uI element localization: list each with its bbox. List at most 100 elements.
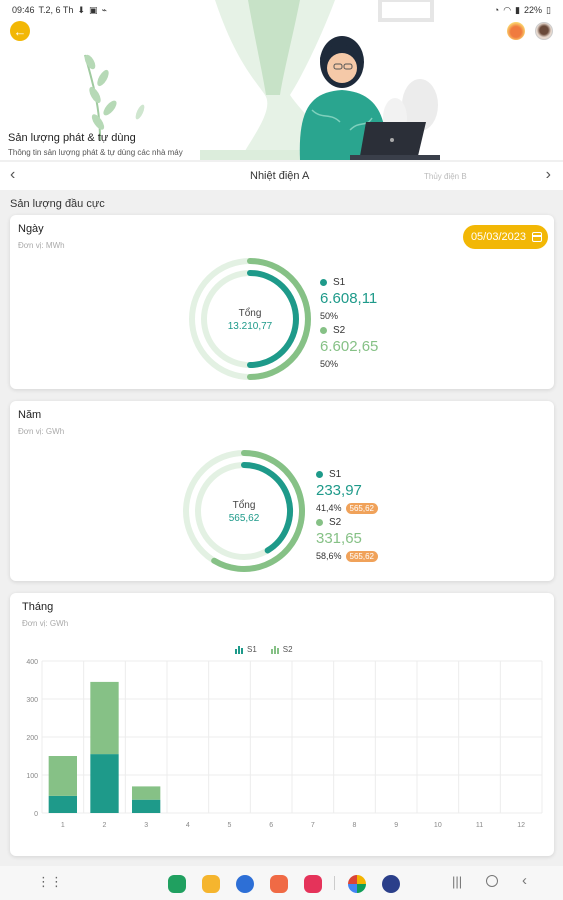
y-tick-label: 300: [26, 697, 38, 704]
s2-dot: [316, 518, 323, 526]
bar-s2[interactable]: [48, 756, 77, 796]
legend-s2-label: S2: [282, 645, 293, 654]
hero-illustration: [84, 0, 440, 160]
battery-icon: ▯: [546, 4, 551, 15]
page-subtitle: Thông tin sản lượng phát & tự dùng các n…: [8, 148, 183, 157]
x-tick-label: 4: [186, 822, 190, 829]
s2-total-badge: 565,62: [345, 550, 378, 562]
gallery-icon: ▣: [88, 4, 98, 15]
video-app-icon[interactable]: [304, 875, 322, 893]
bar-chart-icon: [235, 645, 243, 654]
bar-s1[interactable]: [48, 795, 77, 813]
x-tick-label: 10: [434, 822, 442, 829]
back-button[interactable]: ←: [10, 21, 30, 41]
total-value: 13.210,77: [227, 321, 273, 332]
wifi-icon: ◠: [503, 4, 512, 15]
year-legend: S1 233,97 41,4% 565,62 S2 331,65 58,6% 565…: [316, 467, 378, 563]
x-tick-label: 12: [517, 822, 525, 829]
s2-percent: 58,6%: [316, 551, 342, 561]
back-nav-icon[interactable]: ‹: [522, 872, 527, 889]
photos-app-icon[interactable]: [348, 875, 366, 893]
s1-total-badge: 565,62: [345, 502, 378, 514]
arrow-left-icon: ←: [13, 23, 27, 39]
chevron-right-icon[interactable]: ›: [545, 166, 551, 183]
day-output-card: Ngày Đơn vị: MWh 05/03/2023 Tổng 13.210,…: [10, 215, 554, 389]
date-picker-button[interactable]: 05/03/2023: [462, 225, 548, 249]
status-date: T.2, 6 Th: [38, 5, 74, 15]
total-value: 565,62: [228, 513, 260, 524]
s1-dot: [316, 470, 323, 478]
s1-dot: [320, 278, 327, 286]
y-tick-label: 200: [26, 735, 38, 742]
s2-value: 331,65: [316, 530, 362, 547]
s1-percent: 41,4%: [316, 503, 342, 513]
year-donut-chart: [183, 450, 305, 572]
chevron-left-icon[interactable]: ‹: [10, 166, 16, 183]
x-tick-label: 7: [311, 822, 315, 829]
x-tick-label: 11: [476, 822, 483, 829]
day-legend: S1 6.608,11 50% S2 6.602,65 50%: [320, 275, 378, 371]
current-plant-label[interactable]: Nhiệt điện A: [250, 170, 310, 182]
status-time: 09:46: [12, 5, 35, 15]
alarm-icon: ◔: [493, 5, 500, 15]
s1-percent: 50%: [320, 311, 339, 321]
folder-app-icon[interactable]: [202, 875, 220, 893]
card-unit: Đơn vị: MWh: [18, 241, 65, 250]
download-icon: ⬇: [77, 4, 85, 15]
signal-icon: ▮: [515, 4, 521, 15]
y-tick-label: 400: [26, 659, 38, 666]
dock-divider: [334, 876, 335, 890]
bar-s2[interactable]: [90, 681, 119, 755]
plant-selector: ‹ Nhiệt điện A Thủy điện B ›: [0, 162, 563, 190]
selected-date: 05/03/2023: [470, 231, 526, 243]
bar-s2[interactable]: [132, 786, 161, 800]
phone-app-icon[interactable]: [168, 875, 186, 893]
x-tick-label: 3: [144, 822, 148, 829]
s2-value: 6.602,65: [320, 338, 379, 355]
card-title: Năm: [18, 409, 42, 421]
notification-bell-icon[interactable]: [507, 22, 525, 40]
settings-app-icon[interactable]: [382, 875, 400, 893]
user-avatar[interactable]: [535, 22, 553, 40]
chart-legend: S1 S2: [235, 645, 293, 654]
next-plant-label[interactable]: Thủy điện B: [424, 172, 467, 181]
donut-center: Tổng 565,62: [194, 500, 294, 524]
battery-level: 22%: [524, 5, 543, 15]
recent-apps-icon[interactable]: |||: [452, 874, 463, 889]
s1-value: 233,97: [316, 482, 362, 499]
home-icon[interactable]: [486, 875, 498, 887]
year-output-card: Năm Đơn vị: GWh Tổng 565,62 S1 233,97 41…: [10, 401, 554, 581]
s2-dot: [320, 326, 327, 334]
system-navigation-bar: ⋮⋮ ||| ‹: [0, 866, 563, 900]
x-tick-label: 1: [61, 822, 65, 829]
x-tick-label: 5: [228, 822, 232, 829]
bar-chart-icon: [270, 645, 279, 654]
bar-s1[interactable]: [132, 799, 161, 813]
card-title: Tháng: [22, 601, 54, 613]
chat-app-icon[interactable]: [236, 875, 254, 893]
card-unit: Đơn vị: GWh: [18, 427, 65, 436]
bar-s1[interactable]: [90, 754, 119, 813]
section-title: Sản lượng đầu cực: [10, 198, 105, 210]
s2-arc: [247, 258, 311, 380]
hero-banner: 09:46 T.2, 6 Th ⬇ ▣ ⌁ ◔ ◠ ▮ 22% ▯ ← Sản …: [0, 0, 563, 160]
legend-s2[interactable]: S2: [270, 645, 293, 654]
page-title: Sản lượng phát & tự dùng: [8, 132, 136, 144]
grid-icon[interactable]: ⋮⋮: [37, 874, 63, 889]
s1-name: S1: [329, 468, 342, 480]
legend-s1[interactable]: S1: [235, 645, 257, 654]
x-tick-label: 8: [353, 822, 357, 829]
contacts-app-icon[interactable]: [270, 875, 288, 893]
total-label: Tổng: [238, 308, 262, 319]
s2-arc: [211, 450, 305, 572]
share-icon: ⌁: [101, 4, 107, 15]
s1-name: S1: [333, 276, 346, 288]
card-unit: Đơn vị: GWh: [22, 619, 69, 628]
y-tick-label: 0: [34, 811, 38, 818]
donut-center: Tổng 13.210,77: [200, 308, 300, 332]
s1-arc: [241, 462, 293, 554]
s2-percent: 50%: [320, 359, 339, 369]
x-tick-label: 9: [394, 822, 398, 829]
s1-value: 6.608,11: [320, 290, 378, 307]
